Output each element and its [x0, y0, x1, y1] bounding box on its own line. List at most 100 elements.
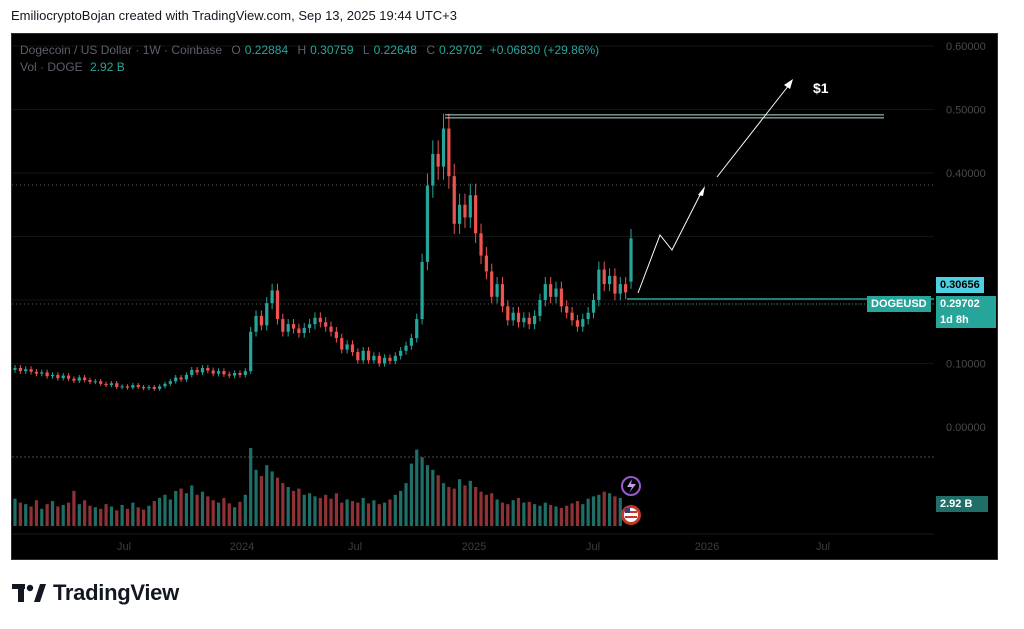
volume-bar — [431, 469, 435, 526]
candle-body — [40, 372, 44, 374]
candle-body — [211, 370, 215, 374]
candle-body — [291, 324, 296, 329]
time-axis-label: Jul — [348, 541, 362, 553]
target-arrow — [716, 84, 790, 178]
volume-bar — [211, 500, 215, 526]
volume-bar — [484, 494, 488, 526]
candle-body — [425, 185, 430, 262]
volume-bar — [532, 504, 537, 526]
price-badge-symbol: DOGEUSD — [867, 296, 931, 312]
candle-body — [200, 367, 205, 373]
volume-bar — [141, 509, 146, 526]
volume-bar — [24, 504, 28, 526]
candle-body — [495, 284, 499, 297]
price-badge-last: 0.29702 — [936, 296, 996, 312]
legend-close-label: C — [426, 43, 435, 57]
volume-bar — [463, 485, 467, 526]
volume-bar — [265, 465, 269, 526]
candle-body — [243, 371, 247, 375]
candle-body — [66, 375, 71, 379]
volume-bar — [168, 499, 172, 526]
candle-body — [136, 385, 140, 387]
candle-body — [527, 317, 531, 325]
volume-bar — [324, 494, 328, 526]
candle-body — [109, 383, 114, 386]
candle-body — [522, 317, 526, 323]
candle-body — [404, 345, 408, 351]
volume-bar — [158, 497, 162, 526]
candle-body — [190, 369, 194, 375]
chart-svg[interactable]: 0.700000.600000.500000.400000.200000.100… — [12, 34, 999, 561]
legend-symbol: Dogecoin / US Dollar · 1W · Coinbase — [20, 43, 223, 57]
volume-bar — [275, 477, 280, 526]
volume-bar — [40, 508, 44, 526]
volume-bar — [104, 504, 108, 526]
candle-body — [388, 357, 392, 361]
volume-bar — [527, 501, 531, 526]
candle-body — [195, 369, 199, 373]
volume-bar — [216, 502, 221, 526]
candle-body — [372, 355, 376, 361]
candle-body — [120, 386, 124, 388]
candle-body — [329, 326, 333, 332]
candle-body — [591, 300, 596, 313]
volume-bar — [479, 491, 483, 526]
legend-low-label: L — [362, 43, 370, 57]
volume-bar — [29, 506, 33, 526]
candle-body — [227, 374, 231, 376]
chart-pane[interactable]: 0.700000.600000.500000.400000.200000.100… — [11, 33, 998, 560]
candle-body — [468, 195, 472, 218]
candle-body — [538, 300, 542, 316]
tradingview-logo[interactable]: TradingView — [12, 580, 179, 606]
volume-bar — [147, 505, 151, 526]
volume-bar — [45, 504, 49, 526]
volume-bar — [131, 502, 135, 526]
candle-body — [216, 371, 221, 374]
legend-volume-label: Vol · DOGE — [20, 60, 83, 74]
candle-body — [265, 303, 269, 326]
candle-body — [45, 372, 49, 377]
us-flag-stripe — [625, 511, 637, 513]
volume-bar — [120, 504, 124, 526]
candle-body — [377, 355, 381, 364]
volume-bar — [152, 501, 156, 526]
candle-body — [318, 317, 322, 323]
lightning-glyph-icon — [627, 479, 636, 493]
price-badge-high: 0.30656 — [936, 277, 984, 293]
volume-bar — [511, 500, 515, 526]
volume-bar — [591, 496, 596, 526]
volume-bar — [607, 493, 612, 526]
volume-bar — [452, 488, 456, 526]
volume-bar — [388, 499, 392, 526]
volume-bar — [377, 504, 381, 526]
volume-bar — [334, 493, 338, 526]
volume-bar — [115, 510, 119, 526]
candle-body — [281, 319, 285, 332]
us-flag-canton — [625, 508, 630, 513]
volume-bar — [425, 465, 430, 526]
volume-bar — [549, 504, 553, 526]
candle-body — [549, 284, 553, 297]
volume-bar — [457, 479, 462, 526]
volume-bar — [66, 502, 71, 526]
volume-bar — [474, 487, 478, 526]
volume-bar — [233, 507, 237, 526]
volume-bar — [243, 494, 247, 526]
candle-body — [147, 386, 151, 389]
volume-bar — [259, 476, 264, 526]
candle-body — [597, 269, 601, 300]
volume-bar — [586, 498, 590, 526]
volume-bar — [72, 490, 76, 526]
legend-close: 0.29702 — [439, 43, 483, 57]
candle-body — [206, 367, 210, 371]
price-axis-label: 0.40000 — [946, 168, 986, 180]
volume-bar — [206, 496, 210, 526]
volume-bar — [281, 483, 285, 526]
volume-bar — [382, 502, 387, 526]
candle-body — [340, 338, 344, 350]
candle-body — [168, 381, 172, 384]
candle-body — [543, 284, 547, 300]
volume-bar — [184, 493, 189, 526]
time-axis-label: 2026 — [695, 541, 719, 553]
volume-bar — [559, 508, 563, 526]
